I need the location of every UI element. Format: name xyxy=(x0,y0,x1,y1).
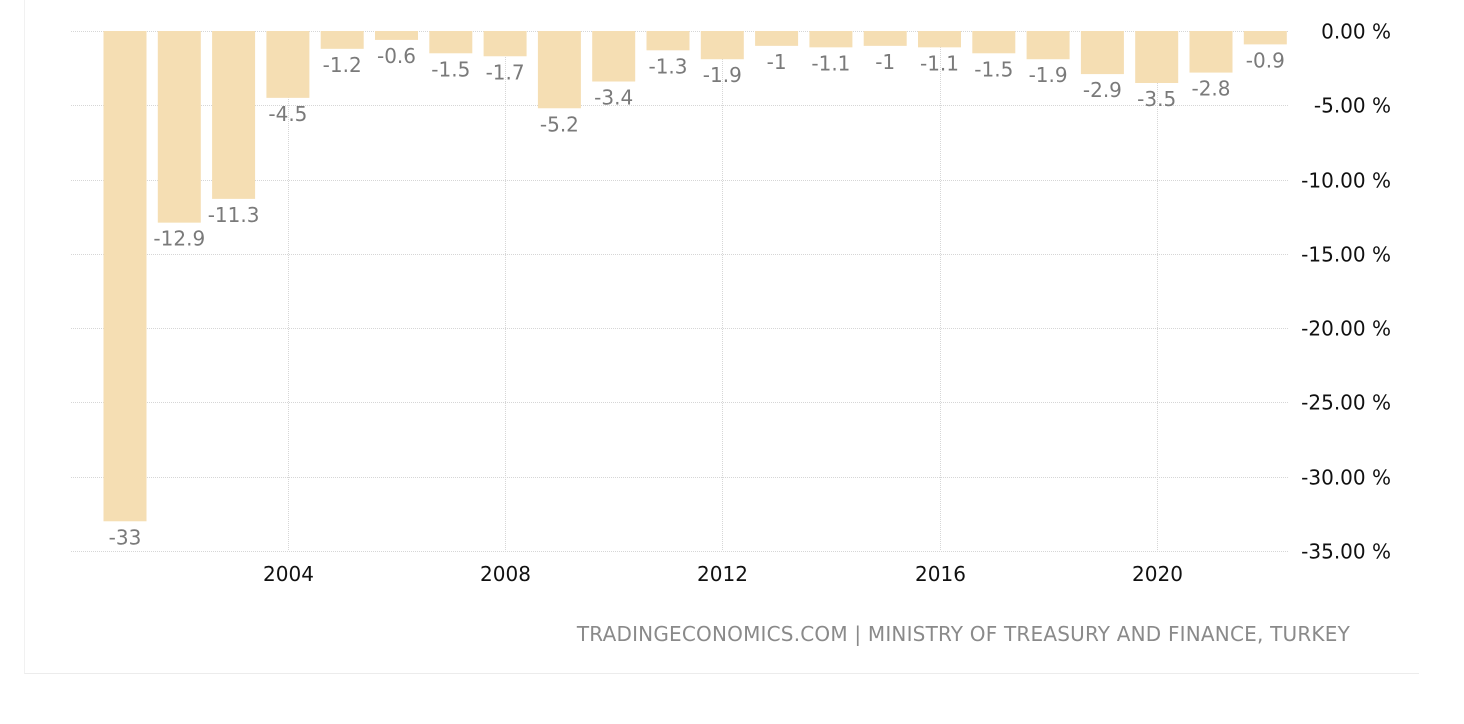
bar xyxy=(700,31,744,60)
bar xyxy=(266,31,310,98)
data-label: -1.1 xyxy=(811,51,850,75)
bar xyxy=(863,31,907,46)
data-label: -1.7 xyxy=(486,60,525,84)
data-label: -1.1 xyxy=(920,51,959,75)
bar xyxy=(646,31,690,51)
bar xyxy=(537,31,581,109)
bar xyxy=(157,31,201,223)
y-tick-label: -20.00 % xyxy=(1301,317,1391,341)
data-label: -1 xyxy=(767,50,787,74)
x-tick-label: 2016 xyxy=(915,562,966,586)
data-label: -11.3 xyxy=(208,203,260,227)
bar xyxy=(103,31,147,522)
data-label: -1.3 xyxy=(648,54,687,78)
data-label: -3.4 xyxy=(594,86,633,110)
x-tick-label: 2012 xyxy=(697,562,748,586)
data-label: -33 xyxy=(109,525,142,549)
x-tick-label: 2020 xyxy=(1132,562,1183,586)
data-label: -1.5 xyxy=(974,57,1013,81)
data-label: -12.9 xyxy=(153,227,205,251)
bar-chart: 0.00 % -5.00 % -10.00 % -15.00 % -20.00 % -25… xyxy=(71,20,1391,586)
bar xyxy=(809,31,853,48)
y-tick-label: -5.00 % xyxy=(1314,94,1391,118)
data-label: -0.6 xyxy=(377,44,416,68)
data-label: -1.5 xyxy=(431,57,470,81)
bar xyxy=(429,31,473,54)
bar xyxy=(918,31,961,48)
data-label: -1.2 xyxy=(323,53,362,77)
data-label: -1.9 xyxy=(1029,63,1068,87)
source-attribution[interactable]: TRADINGECONOMICS.COM | MINISTRY OF TREAS… xyxy=(576,622,1350,646)
y-tick-label: -30.00 % xyxy=(1301,466,1391,490)
data-label: -5.2 xyxy=(540,112,579,136)
x-tick-label: 2008 xyxy=(480,562,531,586)
data-label: -4.5 xyxy=(268,102,307,126)
bar xyxy=(1135,31,1179,83)
data-label: -3.5 xyxy=(1137,87,1176,111)
y-tick-label: 0.00 % xyxy=(1321,20,1391,44)
y-tick-label: -10.00 % xyxy=(1301,169,1391,193)
data-label: -1.9 xyxy=(703,63,742,87)
y-tick-label: -25.00 % xyxy=(1301,391,1391,415)
bar xyxy=(1080,31,1124,75)
chart-card: 0.00 % -5.00 % -10.00 % -15.00 % -20.00 % -25… xyxy=(24,0,1419,674)
data-label: -2.9 xyxy=(1083,78,1122,102)
bar xyxy=(375,31,418,40)
y-tick-label: -15.00 % xyxy=(1301,243,1391,267)
data-label: -0.9 xyxy=(1246,48,1285,72)
bar xyxy=(972,31,1016,54)
bar xyxy=(755,31,799,46)
data-label: -1 xyxy=(875,50,895,74)
data-label: -2.8 xyxy=(1191,77,1230,101)
x-tick-label: 2004 xyxy=(263,562,314,586)
bar xyxy=(212,31,256,199)
bar xyxy=(483,31,527,57)
bar xyxy=(1026,31,1070,60)
y-tick-label: -35.00 % xyxy=(1301,540,1391,564)
bar xyxy=(1189,31,1233,73)
bar xyxy=(1243,31,1287,45)
bar xyxy=(320,31,364,49)
bar xyxy=(592,31,636,82)
